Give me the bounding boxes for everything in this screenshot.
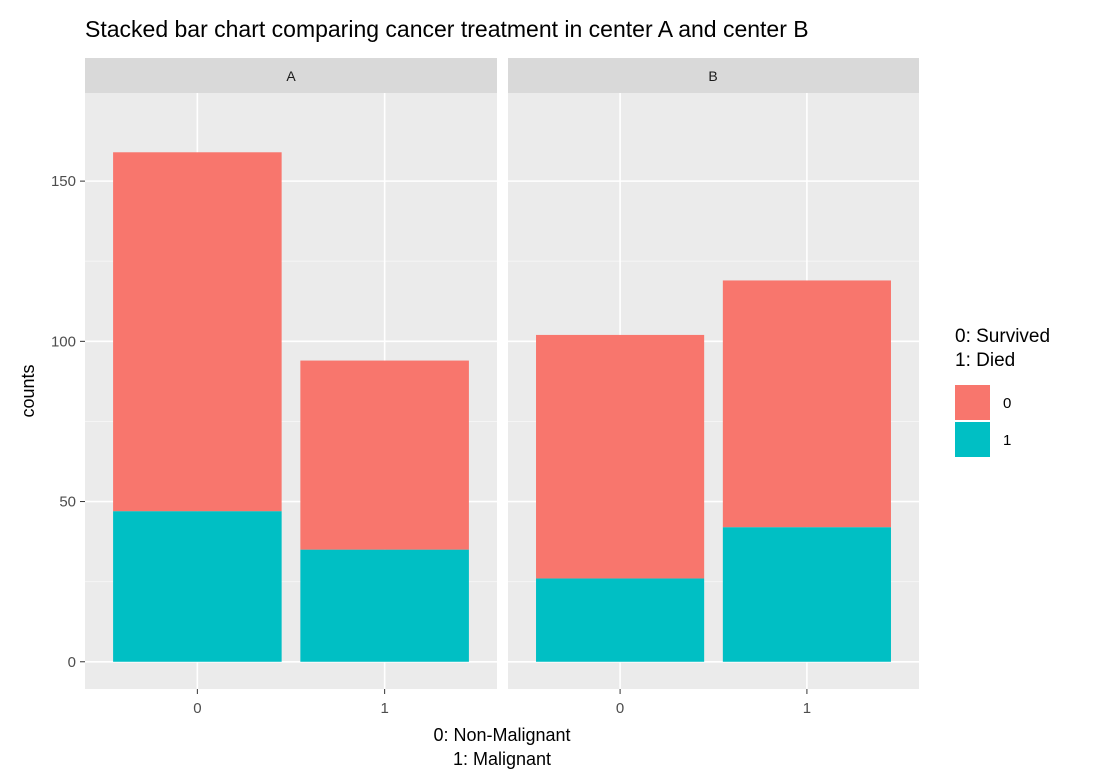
x-tick-label: 1: [380, 700, 388, 717]
bar-segment-a-1-series-0: [300, 360, 469, 550]
y-tick-label: 0: [68, 654, 76, 671]
legend-label-0: 0: [1003, 395, 1011, 412]
facet-strip-b: [508, 58, 919, 93]
bar-segment-b-1-series-1: [722, 527, 891, 662]
x-axis-label-line-2: 1: Malignant: [453, 749, 551, 769]
legend-title-line-1: 0: Survived: [955, 326, 1050, 347]
legend-swatch-1: [955, 422, 990, 457]
x-axis: 0 1 0 1: [193, 689, 811, 717]
facet-strip-a: [85, 58, 497, 93]
legend-title-line-2: 1: Died: [955, 350, 1015, 371]
y-tick-label: 100: [51, 333, 76, 350]
bars-b: [536, 280, 891, 662]
x-axis-label-line-1: 0: Non-Malignant: [433, 725, 570, 745]
legend-label-1: 1: [1003, 432, 1011, 449]
bar-segment-a-0-series-1: [113, 511, 282, 662]
y-tick-label: 150: [51, 173, 76, 190]
facet-panel-a: A: [85, 58, 497, 689]
chart-title: Stacked bar chart comparing cancer treat…: [85, 16, 809, 42]
bars-a: [113, 152, 469, 662]
bar-segment-a-0-series-0: [113, 152, 282, 512]
bar-segment-b-0-series-0: [536, 334, 705, 579]
bar-segment-b-0-series-1: [536, 578, 705, 662]
legend-swatch-0: [955, 385, 990, 420]
x-tick-label: 1: [803, 700, 811, 717]
legend: 0: Survived 1: Died 01: [955, 326, 1050, 457]
facet-strip-label-b: B: [708, 68, 717, 84]
x-tick-label: 0: [193, 700, 201, 717]
bar-segment-b-1-series-0: [722, 280, 891, 528]
facet-panel-b: B: [508, 58, 919, 689]
y-axis-label: counts: [18, 364, 38, 417]
facet-strip-label-a: A: [286, 68, 296, 84]
y-axis: 0 50 100 150: [51, 173, 85, 671]
x-tick-label: 0: [616, 700, 624, 717]
y-tick-label: 50: [59, 494, 76, 511]
legend-entries: 01: [955, 385, 1011, 457]
bar-segment-a-1-series-1: [300, 549, 469, 662]
